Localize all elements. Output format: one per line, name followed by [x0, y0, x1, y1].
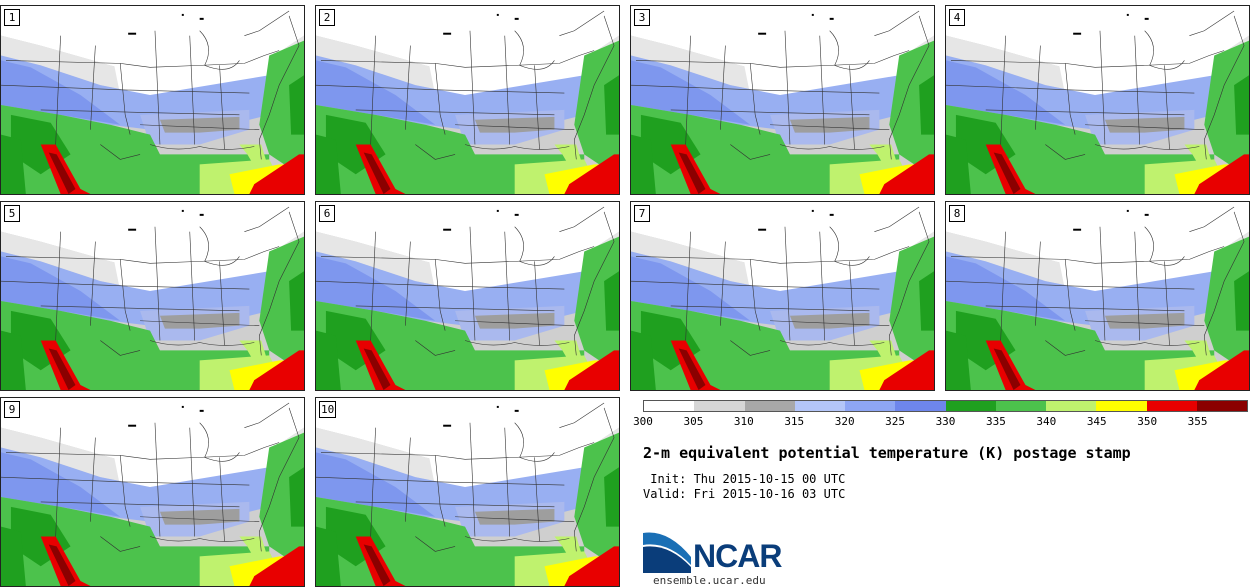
colorbar-tick-label: 330 [935, 415, 956, 428]
colorbar-tick-label: 340 [1036, 415, 1057, 428]
colorbar-tick-label: 325 [885, 415, 906, 428]
postage-stamp-map: 8 [945, 201, 1250, 391]
colorbar-tick-label: 310 [733, 415, 754, 428]
colorbar-tick-label: 350 [1137, 415, 1158, 428]
colorbar [643, 400, 1248, 412]
init-time: Init: Thu 2015-10-15 00 UTC [643, 472, 846, 486]
plot-title: 2-m equivalent potential temperature (K)… [643, 444, 1131, 462]
colorbar-segment [694, 401, 745, 411]
member-number-label: 10 [319, 401, 337, 418]
colorbar-tick-label: 315 [784, 415, 805, 428]
postage-stamp-map: 4 [945, 5, 1250, 195]
member-number-label: 8 [949, 205, 965, 222]
member-number-label: 7 [634, 205, 650, 222]
postage-stamp-map: 5 [0, 201, 305, 391]
member-number-label: 4 [949, 9, 965, 26]
colorbar-segment [744, 401, 795, 411]
colorbar-segment [644, 401, 695, 411]
postage-stamp-map: 3 [630, 5, 935, 195]
colorbar-tick-label: 305 [683, 415, 704, 428]
member-number-label: 2 [319, 9, 335, 26]
colorbar-tick-label: 355 [1187, 415, 1208, 428]
postage-stamp-map: 10 [315, 397, 620, 587]
colorbar-segment [1146, 401, 1197, 411]
postage-stamp-map: 1 [0, 5, 305, 195]
ncar-logo-icon [643, 532, 691, 573]
colorbar-segment [995, 401, 1046, 411]
member-number-label: 9 [4, 401, 20, 418]
postage-stamp-map: 6 [315, 201, 620, 391]
colorbar-segment [794, 401, 845, 411]
member-number-label: 3 [634, 9, 650, 26]
colorbar-ticks: 300 305 310 315 320 325 330 335 340 345 350 355 [633, 415, 1248, 429]
colorbar-tick-label: 335 [985, 415, 1006, 428]
member-number-label: 1 [4, 9, 20, 26]
ncar-logo-text: NCAR [693, 538, 782, 574]
colorbar-tick-label: 345 [1086, 415, 1107, 428]
colorbar-tick-label: 320 [834, 415, 855, 428]
ensemble-url: ensemble.ucar.edu [653, 574, 766, 587]
colorbar-tick-label: 300 [633, 415, 653, 428]
colorbar-segment [845, 401, 896, 411]
colorbar-segment [1096, 401, 1147, 411]
postage-stamp-map: 2 [315, 5, 620, 195]
colorbar-segment [895, 401, 946, 411]
member-number-label: 5 [4, 205, 20, 222]
member-number-label: 6 [319, 205, 335, 222]
colorbar-segment [945, 401, 996, 411]
postage-stamp-map: 9 [0, 397, 305, 587]
valid-time: Valid: Fri 2015-10-16 03 UTC [643, 487, 846, 501]
colorbar-segment [1046, 401, 1097, 411]
colorbar-segment [1196, 401, 1247, 411]
postage-stamp-map: 7 [630, 201, 935, 391]
